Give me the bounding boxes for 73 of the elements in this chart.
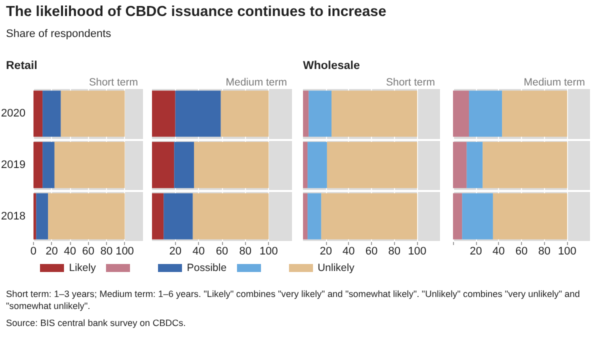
x-tick-label: 80 (100, 246, 113, 258)
bar (308, 90, 332, 137)
bar (164, 193, 193, 240)
x-tick-label: 40 (492, 246, 505, 258)
x-tick-label: 80 (538, 246, 550, 258)
bar (152, 90, 176, 137)
x-tick-label: 100 (558, 246, 576, 258)
bar (152, 193, 164, 240)
bar (194, 142, 269, 188)
bar (462, 193, 493, 240)
x-tick-label: 40 (342, 246, 355, 258)
chart-subtitle: Short term (88, 76, 138, 88)
bar (468, 90, 502, 137)
x-tick-label: 100 (259, 246, 278, 258)
text: Short term: 1–3 years; Medium term: 1–6 years. "Likely" combines "very likely" and "somewhat likely". "Unlikely" combines "very unlikely" and "somewhat unlikely". (6, 288, 581, 312)
bar (453, 142, 467, 188)
bar (326, 142, 418, 188)
x-tick-label: 20 (169, 246, 182, 258)
chart-title: Retail (6, 60, 38, 72)
y-tick-label: 2020 (0, 108, 26, 120)
chart-subtitle: Medium term (524, 76, 586, 88)
x-tick-label: 100 (116, 246, 134, 258)
bar (33, 90, 43, 137)
bar (308, 193, 322, 240)
bar (492, 193, 568, 240)
source-note: Source: BIS central bank survey on CBDCs. (6, 317, 187, 329)
bar (152, 142, 174, 188)
text: Share of respondents (6, 28, 112, 40)
x-tick-label: 80 (239, 246, 252, 258)
chart-subtitle: Short term (386, 76, 436, 88)
y-tick-label: 2018 (0, 210, 26, 222)
bar (42, 90, 61, 137)
x-tick-label: 40 (64, 246, 76, 258)
bar (303, 142, 308, 188)
x-tick-label: 60 (82, 246, 94, 258)
y-tick-label: 2019 (0, 159, 26, 171)
chart-title: Wholesale (303, 60, 360, 72)
bar (308, 142, 327, 188)
text: The likelihood of CBDC issuance continues to increase (6, 4, 386, 20)
x-tick-label: 20 (46, 246, 58, 258)
bar (482, 142, 568, 188)
bar (36, 193, 48, 240)
bar (502, 90, 568, 137)
bar (220, 90, 269, 137)
bar (174, 142, 194, 188)
x-tick-label: 40 (192, 246, 205, 258)
bar (466, 142, 483, 188)
x-tick-label: 60 (515, 246, 528, 258)
bar (303, 90, 309, 137)
bar (33, 142, 43, 188)
legend-label: Likely (69, 262, 96, 274)
legend-label: Possible (186, 262, 227, 274)
x-tick-label: 60 (216, 246, 228, 258)
x-tick-label: 0 (30, 246, 37, 258)
bar (42, 142, 54, 188)
bar (48, 193, 125, 240)
bar (192, 193, 269, 240)
bar (175, 90, 221, 137)
x-tick-label: 20 (470, 246, 482, 258)
x-tick-label: 20 (320, 246, 332, 258)
bar (33, 193, 36, 240)
bar (54, 142, 125, 188)
bar (60, 90, 125, 137)
x-tick-label: 80 (388, 246, 400, 258)
x-tick-label: 100 (408, 246, 426, 258)
bar (321, 193, 418, 240)
bar (453, 193, 462, 240)
bar (332, 90, 418, 137)
chart-subtitle: Medium term (226, 76, 288, 88)
bar (303, 193, 308, 240)
x-tick-label: 60 (365, 246, 378, 258)
legend-label: Unlikely (318, 262, 354, 274)
bar (453, 90, 469, 137)
